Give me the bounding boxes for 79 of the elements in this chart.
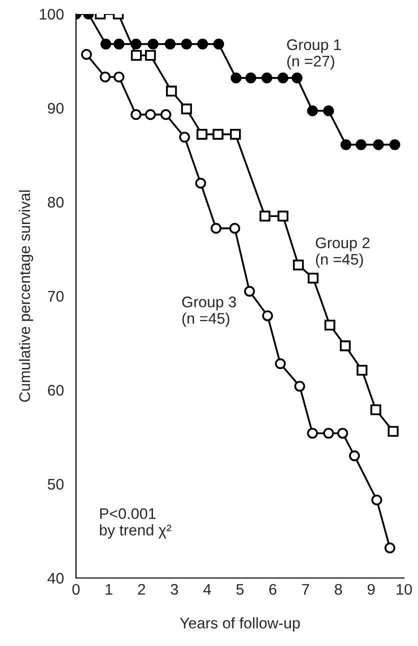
point [181,104,192,114]
x-tick-label: 9 [368,584,375,595]
point [323,428,334,439]
x-tick-label: 10 [396,584,412,595]
point [244,286,255,297]
point [294,380,306,392]
point [384,542,396,554]
x-tick-label: 6 [269,584,276,595]
point [292,260,304,270]
point [100,38,112,50]
x-tick-label: 5 [236,584,244,595]
y-tick-label: 40 [48,572,64,584]
point [195,178,206,189]
point [100,72,111,82]
y-axis-title: Cumulative percentage survival [18,190,34,402]
point [145,50,156,61]
point [388,426,399,437]
y-tick-label: 100 [40,8,64,20]
point [356,139,366,150]
point [340,340,351,352]
point [130,50,142,61]
annotation: P<0.001 by trend χ² [100,508,172,539]
y-tick-label: 80 [48,196,64,208]
y-tick-label: 90 [48,102,64,114]
point [212,128,224,140]
point [166,86,177,96]
x-tick-label: 4 [203,584,211,595]
point [148,38,158,50]
point [230,72,242,84]
point [278,72,288,84]
point [81,49,92,60]
point [323,105,334,116]
x-tick-label: 3 [170,584,178,595]
point [145,109,156,120]
point [278,210,288,222]
point [324,320,336,331]
point [262,310,273,322]
point [349,450,360,462]
point [114,72,124,82]
x-tick-label: 8 [334,584,342,595]
point [130,109,142,120]
point [196,128,208,140]
point [210,222,222,234]
point [179,132,190,143]
point [292,72,302,84]
point [308,272,319,284]
point [307,105,318,116]
x-axis-title: Years of follow-up [180,617,300,632]
point [164,38,176,50]
point [370,404,382,416]
x-tick-label: 2 [138,584,146,595]
series-label: Group 3 (n =45) [182,296,236,327]
point [337,428,348,439]
point [356,364,368,376]
y-tick-label: 70 [48,290,64,302]
point [260,210,270,222]
point [130,38,142,50]
point [245,72,256,84]
y-tick-label: 60 [48,384,64,396]
point [389,139,400,150]
x-tick-label: 0 [72,584,80,595]
x-tick-label: 7 [302,584,310,595]
point [181,38,192,50]
point [114,38,124,50]
point [230,128,241,140]
point [274,358,286,370]
point [160,109,172,120]
y-tick-label: 50 [48,478,64,490]
series-label: Group 1 (n =27) [287,39,341,70]
series-label: Group 2 (n =45) [316,237,370,268]
point [340,139,352,150]
x-tick-label: 1 [106,584,112,595]
point [229,222,240,234]
point [213,38,224,50]
point [261,72,272,84]
point [371,494,382,506]
point [373,139,384,150]
point [307,428,318,439]
point [197,38,208,50]
